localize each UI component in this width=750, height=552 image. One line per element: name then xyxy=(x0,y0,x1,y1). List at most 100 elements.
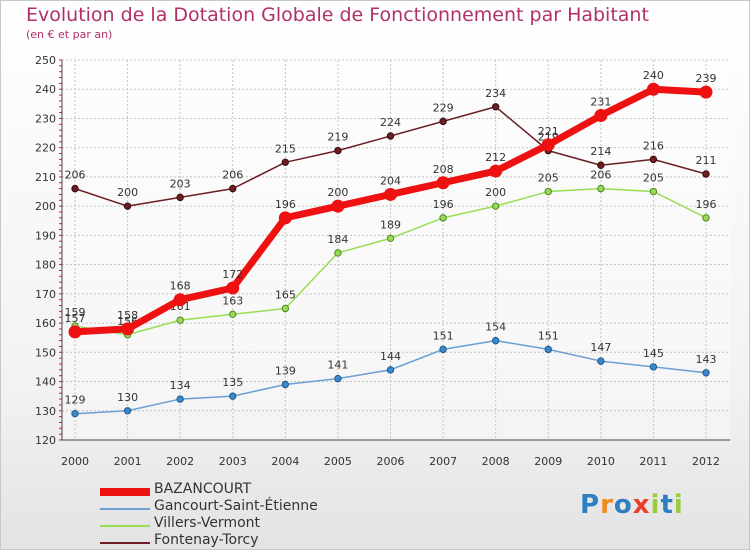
data-point-fontenay-torcy xyxy=(491,103,500,111)
x-tick-label: 2002 xyxy=(166,455,194,468)
data-point-villers-vermont xyxy=(281,304,290,313)
x-tick-label: 2006 xyxy=(377,455,405,468)
data-point-gancourt-saint-tienne xyxy=(334,374,342,383)
data-label-villers-vermont: 205 xyxy=(643,172,664,185)
data-point-bazancourt xyxy=(489,164,503,178)
data-label-villers-vermont: 206 xyxy=(590,169,611,182)
data-label-gancourt-saint-tienne: 130 xyxy=(117,391,138,404)
data-label-gancourt-saint-tienne: 151 xyxy=(433,329,454,342)
data-label-villers-vermont: 205 xyxy=(538,172,559,185)
data-point-villers-vermont xyxy=(544,187,552,196)
data-label-gancourt-saint-tienne: 147 xyxy=(590,341,611,354)
legend-label: Fontenay-Torcy xyxy=(154,532,259,548)
y-tick-label: 170 xyxy=(35,288,56,301)
data-label-gancourt-saint-tienne: 143 xyxy=(696,353,717,366)
data-point-villers-vermont xyxy=(334,249,342,257)
logo-letter: i xyxy=(650,490,661,520)
data-point-bazancourt xyxy=(68,325,82,339)
data-point-bazancourt xyxy=(699,85,713,99)
legend-label: Villers-Vermont xyxy=(154,515,261,531)
y-tick-label: 210 xyxy=(35,171,56,184)
data-point-fontenay-torcy xyxy=(71,184,79,193)
data-label-bazancourt: 158 xyxy=(117,309,138,322)
x-tick-label: 2012 xyxy=(692,455,720,468)
data-label-gancourt-saint-tienne: 134 xyxy=(170,379,191,392)
data-label-villers-vermont: 184 xyxy=(327,233,348,246)
data-label-gancourt-saint-tienne: 141 xyxy=(327,359,348,372)
x-tick-label: 2001 xyxy=(114,455,142,468)
data-point-villers-vermont xyxy=(439,214,447,222)
data-point-bazancourt xyxy=(173,293,187,307)
data-point-gancourt-saint-tienne xyxy=(176,395,184,403)
data-label-bazancourt: 231 xyxy=(590,96,611,109)
x-tick-label: 2005 xyxy=(324,455,352,468)
data-point-bazancourt xyxy=(331,199,345,213)
logo-letter: t xyxy=(660,490,674,520)
data-label-bazancourt: 208 xyxy=(433,163,454,176)
y-tick-label: 220 xyxy=(35,142,56,155)
data-label-bazancourt: 204 xyxy=(380,174,401,187)
data-point-fontenay-torcy xyxy=(281,158,290,167)
data-point-gancourt-saint-tienne xyxy=(491,336,500,345)
x-tick-label: 2007 xyxy=(429,455,457,468)
y-tick-label: 240 xyxy=(35,83,56,96)
data-point-fontenay-torcy xyxy=(439,117,447,126)
data-label-villers-vermont: 196 xyxy=(433,198,454,211)
data-label-bazancourt: 196 xyxy=(275,198,296,211)
data-label-villers-vermont: 189 xyxy=(380,218,401,231)
x-tick-label: 2009 xyxy=(534,455,562,468)
legend-swatch xyxy=(100,508,150,510)
data-point-villers-vermont xyxy=(386,234,395,243)
data-label-fontenay-torcy: 219 xyxy=(327,131,348,144)
data-point-gancourt-saint-tienne xyxy=(386,366,395,374)
data-point-bazancourt xyxy=(278,211,292,225)
data-label-bazancourt: 172 xyxy=(222,268,243,281)
data-point-villers-vermont xyxy=(597,184,605,193)
data-point-villers-vermont xyxy=(649,187,658,196)
data-label-fontenay-torcy: 216 xyxy=(643,139,664,152)
y-tick-label: 200 xyxy=(35,200,56,213)
data-point-fontenay-torcy xyxy=(334,146,342,155)
data-label-fontenay-torcy: 206 xyxy=(65,169,86,182)
proxiti-logo: Proxiti xyxy=(580,490,684,520)
y-tick-label: 250 xyxy=(35,54,56,67)
y-tick-label: 180 xyxy=(35,259,56,272)
data-point-bazancourt xyxy=(121,322,135,336)
y-tick-label: 230 xyxy=(35,112,56,125)
data-point-gancourt-saint-tienne xyxy=(71,409,79,418)
data-label-villers-vermont: 163 xyxy=(222,294,243,307)
data-label-fontenay-torcy: 206 xyxy=(222,169,243,182)
logo-letter: x xyxy=(632,490,651,520)
data-point-gancourt-saint-tienne xyxy=(229,392,237,400)
legend-swatch xyxy=(100,488,150,496)
x-tick-label: 2010 xyxy=(587,455,615,468)
data-point-fontenay-torcy xyxy=(597,161,605,169)
data-label-bazancourt: 240 xyxy=(643,69,664,82)
data-label-bazancourt: 200 xyxy=(327,186,348,199)
x-tick-label: 2004 xyxy=(271,455,299,468)
data-point-villers-vermont xyxy=(229,310,237,319)
data-point-gancourt-saint-tienne xyxy=(123,407,132,415)
data-label-fontenay-torcy: 229 xyxy=(433,101,454,114)
data-point-villers-vermont xyxy=(176,316,184,324)
data-label-gancourt-saint-tienne: 139 xyxy=(275,364,296,377)
data-label-fontenay-torcy: 224 xyxy=(380,116,401,129)
legend-label: Gancourt-Saint-Étienne xyxy=(154,498,318,514)
legend-swatch xyxy=(100,542,150,544)
data-label-gancourt-saint-tienne: 129 xyxy=(65,394,86,407)
data-label-gancourt-saint-tienne: 145 xyxy=(643,347,664,360)
data-label-villers-vermont: 196 xyxy=(696,198,717,211)
data-label-gancourt-saint-tienne: 135 xyxy=(222,376,243,389)
data-point-villers-vermont xyxy=(702,214,710,222)
plot-area xyxy=(62,60,730,440)
data-point-villers-vermont xyxy=(491,202,500,210)
chart-title: Evolution de la Dotation Globale de Fonc… xyxy=(26,4,649,26)
legend-label: BAZANCOURT xyxy=(154,481,252,497)
y-tick-label: 150 xyxy=(35,346,56,359)
x-tick-label: 2008 xyxy=(482,455,510,468)
data-point-gancourt-saint-tienne xyxy=(544,345,552,354)
logo-letter: r xyxy=(600,490,614,520)
y-tick-label: 120 xyxy=(35,434,56,447)
data-label-bazancourt: 239 xyxy=(696,72,717,85)
